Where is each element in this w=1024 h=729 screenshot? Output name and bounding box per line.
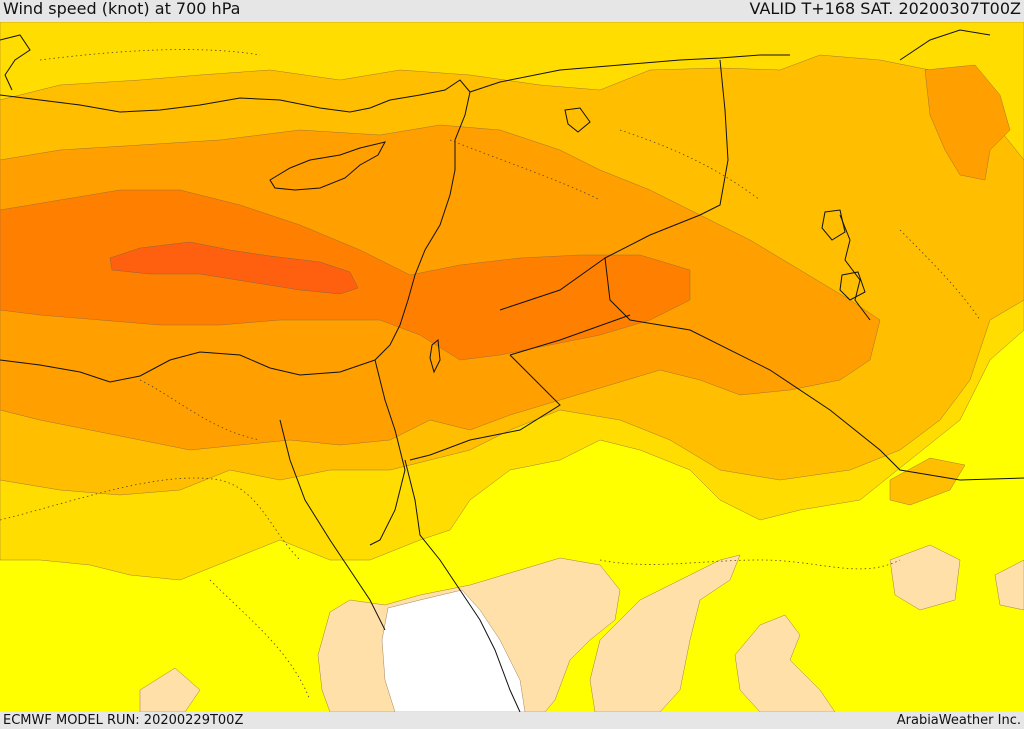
model-run-label: ECMWF MODEL RUN: 20200229T00Z [3, 713, 244, 728]
map-canvas [0, 22, 1024, 712]
header-bar: Wind speed (knot) at 700 hPa VALID T+168… [0, 0, 1024, 22]
northeast-high-wind-patch [924, 64, 1011, 181]
credit-label: ArabiaWeather Inc. [896, 713, 1021, 728]
footer-bar: ECMWF MODEL RUN: 20200229T00Z ArabiaWeat… [0, 712, 1024, 729]
map-title: Wind speed (knot) at 700 hPa [3, 0, 241, 18]
coastlines-borders [0, 29, 1024, 712]
very-low-wind-zone [381, 589, 526, 712]
east-amber-patch [889, 457, 966, 506]
valid-time: VALID T+168 SAT. 20200307T00Z [749, 0, 1021, 18]
dotted-isotachs [0, 49, 981, 701]
peak-wind-core [109, 241, 359, 295]
wind-speed-map [0, 22, 1024, 712]
